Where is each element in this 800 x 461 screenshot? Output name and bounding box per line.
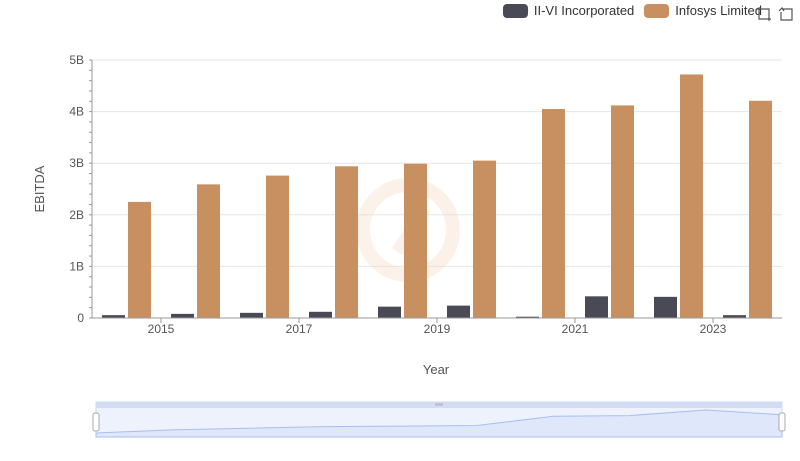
zoom-handle-right	[778, 412, 786, 432]
bars	[102, 74, 772, 319]
bar-ii-vi	[378, 306, 401, 318]
bar-infosys	[749, 100, 772, 318]
bar-ii-vi	[102, 315, 125, 318]
bar-infosys	[128, 201, 151, 318]
bar-infosys	[266, 175, 289, 318]
legend-item-infosys[interactable]: Infosys Limited	[644, 3, 762, 18]
axes: 0 1B 2B 3B 4B 5B 2015 2017 2019 2021 2023	[69, 53, 782, 336]
zoom-handle-left	[92, 412, 100, 432]
bar-infosys	[404, 163, 427, 318]
bar-infosys	[542, 109, 565, 319]
zoom-navigator[interactable]	[92, 401, 786, 438]
y-tick-label: 2B	[69, 208, 84, 222]
x-tick-label: 2021	[562, 322, 589, 336]
bar-ii-vi	[654, 296, 677, 318]
bar-infosys	[680, 74, 703, 318]
legend-item-ii-vi[interactable]: II-VI Incorporated	[502, 3, 635, 18]
y-tick-label: 4B	[69, 105, 84, 119]
x-tick-label: 2019	[424, 322, 451, 336]
x-tick-label: 2015	[148, 322, 175, 336]
legend: II-VI Incorporated Infosys Limited	[493, 3, 762, 18]
legend-swatch-infosys	[644, 3, 670, 18]
y-tick-label: 3B	[69, 156, 84, 170]
x-tick-label: 2017	[286, 322, 313, 336]
bar-ii-vi	[723, 315, 746, 318]
legend-swatch-ii-vi	[502, 3, 528, 18]
y-axis-label: EBITDA	[32, 165, 47, 212]
bar-ii-vi	[516, 316, 539, 318]
bar-infosys	[335, 166, 358, 318]
bar-infosys	[197, 184, 220, 318]
x-tick-label: 2023	[700, 322, 727, 336]
bar-ii-vi	[171, 313, 194, 318]
zoom-series-area	[95, 409, 783, 438]
zoom-grip	[435, 403, 443, 406]
y-tick-label: 5B	[69, 53, 84, 67]
bar-ii-vi	[447, 305, 470, 318]
chart-toolbar	[756, 6, 794, 22]
bar-ii-vi	[309, 311, 332, 318]
zoom-select-icon[interactable]	[756, 6, 772, 22]
y-tick-label: 1B	[69, 259, 84, 273]
legend-label-ii-vi: II-VI Incorporated	[533, 3, 635, 18]
bar-ii-vi	[240, 312, 263, 318]
y-tick-label: 0	[77, 311, 84, 325]
x-axis-label: Year	[423, 362, 450, 377]
bar-infosys	[473, 160, 496, 318]
bar-infosys	[611, 105, 634, 319]
zoom-reset-icon[interactable]	[778, 6, 794, 22]
legend-label-infosys: Infosys Limited	[675, 3, 762, 18]
bar-ii-vi	[585, 296, 608, 318]
